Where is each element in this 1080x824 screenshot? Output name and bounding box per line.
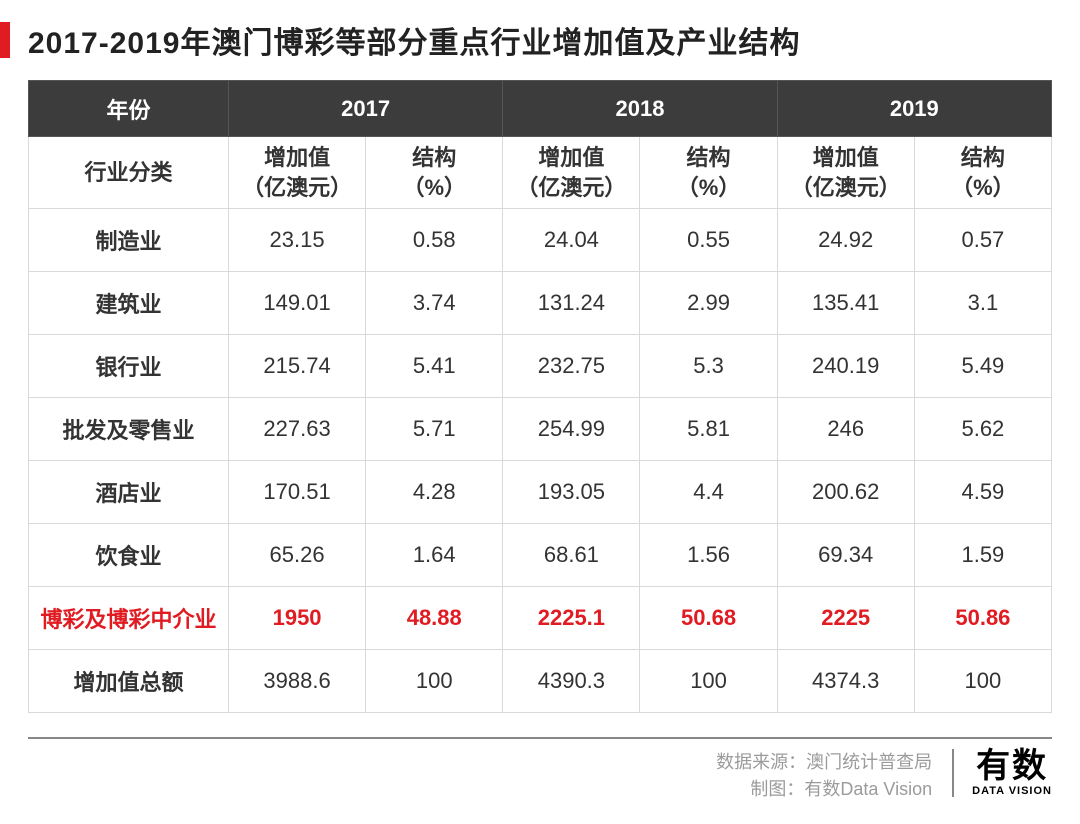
sub-pct-2017: 结构（%） [366, 137, 503, 209]
table-container: 年份 2017 2018 2019 行业分类 增加值（亿澳元） 结构（%） 增加… [0, 80, 1080, 713]
cell-pct: 50.86 [914, 587, 1051, 650]
year-2017: 2017 [229, 81, 503, 137]
cell-pct: 0.58 [366, 209, 503, 272]
sub-value-2019: 增加值（亿澳元） [777, 137, 914, 209]
sub-value-2018: 增加值（亿澳元） [503, 137, 640, 209]
cell-pct: 100 [366, 650, 503, 713]
cell-value: 200.62 [777, 461, 914, 524]
cell-value: 149.01 [229, 272, 366, 335]
cell-pct: 4.59 [914, 461, 1051, 524]
accent-bar [0, 22, 10, 58]
row-category: 建筑业 [29, 272, 229, 335]
cell-value: 227.63 [229, 398, 366, 461]
header: 2017-2019年澳门博彩等部分重点行业增加值及产业结构 [0, 0, 1080, 80]
source-label: 数据来源：澳门统计普查局 [716, 749, 932, 776]
table-body: 制造业23.150.5824.040.5524.920.57建筑业149.013… [29, 209, 1052, 713]
cell-value: 240.19 [777, 335, 914, 398]
year-2018: 2018 [503, 81, 777, 137]
cell-value: 170.51 [229, 461, 366, 524]
logo-en: DATA VISION [972, 785, 1052, 797]
row-category: 银行业 [29, 335, 229, 398]
table-sub-header-row: 行业分类 增加值（亿澳元） 结构（%） 增加值（亿澳元） 结构（%） 增加值（亿… [29, 137, 1052, 209]
cell-value: 135.41 [777, 272, 914, 335]
table-row: 饮食业65.261.6468.611.5669.341.59 [29, 524, 1052, 587]
cell-value: 232.75 [503, 335, 640, 398]
cell-pct: 48.88 [366, 587, 503, 650]
sub-pct-2019: 结构（%） [914, 137, 1051, 209]
cell-pct: 100 [914, 650, 1051, 713]
cell-value: 65.26 [229, 524, 366, 587]
cell-pct: 5.81 [640, 398, 777, 461]
cell-value: 254.99 [503, 398, 640, 461]
category-header: 行业分类 [29, 137, 229, 209]
sub-value-2017: 增加值（亿澳元） [229, 137, 366, 209]
cell-value: 215.74 [229, 335, 366, 398]
cell-value: 69.34 [777, 524, 914, 587]
year-header-label: 年份 [29, 81, 229, 137]
cell-value: 24.04 [503, 209, 640, 272]
page-title: 2017-2019年澳门博彩等部分重点行业增加值及产业结构 [28, 18, 800, 62]
row-category: 制造业 [29, 209, 229, 272]
cell-pct: 1.64 [366, 524, 503, 587]
cell-pct: 5.62 [914, 398, 1051, 461]
cell-value: 4374.3 [777, 650, 914, 713]
sub-pct-2018: 结构（%） [640, 137, 777, 209]
cell-pct: 4.4 [640, 461, 777, 524]
cell-pct: 1.56 [640, 524, 777, 587]
row-category: 酒店业 [29, 461, 229, 524]
table-row: 酒店业170.514.28193.054.4200.624.59 [29, 461, 1052, 524]
cell-pct: 1.59 [914, 524, 1051, 587]
industry-table: 年份 2017 2018 2019 行业分类 增加值（亿澳元） 结构（%） 增加… [28, 80, 1052, 713]
footer: 数据来源：澳门统计普查局 制图：有数Data Vision 有数 DATA VI… [28, 737, 1052, 803]
table-year-header-row: 年份 2017 2018 2019 [29, 81, 1052, 137]
row-category: 增加值总额 [29, 650, 229, 713]
footer-text: 数据来源：澳门统计普查局 制图：有数Data Vision [716, 749, 932, 803]
table-row: 博彩及博彩中介业195048.882225.150.68222550.86 [29, 587, 1052, 650]
cell-value: 246 [777, 398, 914, 461]
row-category: 饮食业 [29, 524, 229, 587]
year-2019: 2019 [777, 81, 1051, 137]
cell-value: 1950 [229, 587, 366, 650]
cell-value: 131.24 [503, 272, 640, 335]
table-row: 银行业215.745.41232.755.3240.195.49 [29, 335, 1052, 398]
row-category: 批发及零售业 [29, 398, 229, 461]
cell-pct: 2.99 [640, 272, 777, 335]
cell-pct: 0.57 [914, 209, 1051, 272]
cell-value: 23.15 [229, 209, 366, 272]
cell-pct: 100 [640, 650, 777, 713]
logo-cn: 有数 [976, 749, 1048, 783]
cell-pct: 0.55 [640, 209, 777, 272]
table-row: 建筑业149.013.74131.242.99135.413.1 [29, 272, 1052, 335]
logo: 有数 DATA VISION [952, 749, 1052, 797]
cell-value: 193.05 [503, 461, 640, 524]
table-row: 增加值总额3988.61004390.31004374.3100 [29, 650, 1052, 713]
cell-pct: 5.3 [640, 335, 777, 398]
cell-value: 2225 [777, 587, 914, 650]
credit-label: 制图：有数Data Vision [716, 776, 932, 803]
cell-value: 24.92 [777, 209, 914, 272]
cell-value: 4390.3 [503, 650, 640, 713]
row-category: 博彩及博彩中介业 [29, 587, 229, 650]
cell-value: 2225.1 [503, 587, 640, 650]
cell-pct: 5.71 [366, 398, 503, 461]
cell-value: 68.61 [503, 524, 640, 587]
cell-pct: 3.74 [366, 272, 503, 335]
cell-pct: 50.68 [640, 587, 777, 650]
cell-value: 3988.6 [229, 650, 366, 713]
cell-pct: 5.41 [366, 335, 503, 398]
cell-pct: 5.49 [914, 335, 1051, 398]
cell-pct: 4.28 [366, 461, 503, 524]
table-row: 批发及零售业227.635.71254.995.812465.62 [29, 398, 1052, 461]
cell-pct: 3.1 [914, 272, 1051, 335]
table-row: 制造业23.150.5824.040.5524.920.57 [29, 209, 1052, 272]
